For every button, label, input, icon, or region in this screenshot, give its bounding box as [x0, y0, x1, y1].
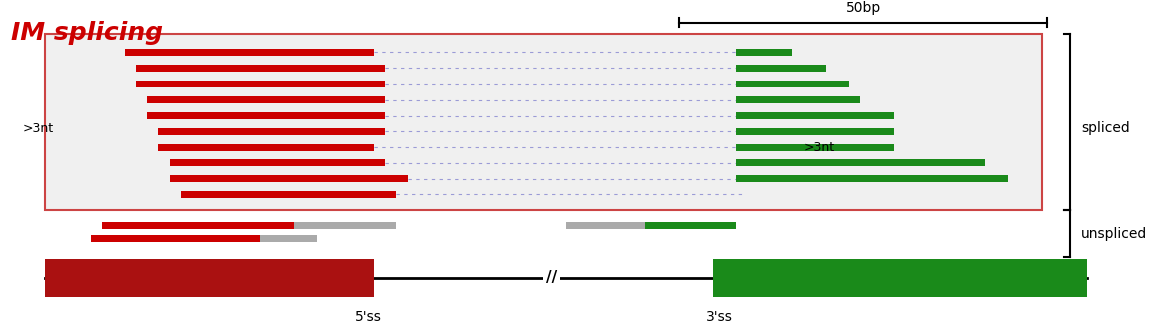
FancyBboxPatch shape — [102, 222, 294, 229]
FancyBboxPatch shape — [566, 222, 645, 229]
FancyBboxPatch shape — [170, 159, 384, 166]
FancyBboxPatch shape — [713, 259, 1087, 297]
Text: unspliced: unspliced — [1082, 227, 1148, 241]
FancyBboxPatch shape — [90, 235, 261, 242]
FancyBboxPatch shape — [294, 222, 396, 229]
FancyBboxPatch shape — [735, 49, 792, 56]
FancyBboxPatch shape — [170, 175, 408, 182]
FancyBboxPatch shape — [261, 235, 317, 242]
FancyBboxPatch shape — [159, 144, 374, 150]
Text: 50bp: 50bp — [845, 1, 881, 15]
FancyBboxPatch shape — [735, 65, 827, 72]
FancyBboxPatch shape — [645, 222, 735, 229]
FancyBboxPatch shape — [45, 259, 374, 297]
Text: spliced: spliced — [1082, 121, 1130, 135]
FancyBboxPatch shape — [735, 128, 894, 135]
FancyBboxPatch shape — [135, 65, 384, 72]
Text: >3nt: >3nt — [804, 141, 835, 154]
Text: >3nt: >3nt — [23, 122, 53, 135]
FancyBboxPatch shape — [147, 96, 384, 103]
FancyBboxPatch shape — [135, 80, 384, 88]
Text: IM splicing: IM splicing — [12, 21, 163, 45]
FancyBboxPatch shape — [159, 128, 384, 135]
Text: //: // — [545, 270, 557, 285]
FancyBboxPatch shape — [735, 80, 849, 88]
Text: 3'ss: 3'ss — [705, 309, 732, 323]
FancyBboxPatch shape — [45, 34, 1041, 210]
FancyBboxPatch shape — [735, 175, 1007, 182]
FancyBboxPatch shape — [735, 112, 894, 119]
FancyBboxPatch shape — [735, 144, 894, 150]
FancyBboxPatch shape — [125, 49, 374, 56]
Text: 5'ss: 5'ss — [354, 309, 381, 323]
FancyBboxPatch shape — [147, 112, 384, 119]
FancyBboxPatch shape — [735, 159, 985, 166]
FancyBboxPatch shape — [181, 191, 396, 198]
FancyBboxPatch shape — [735, 96, 860, 103]
